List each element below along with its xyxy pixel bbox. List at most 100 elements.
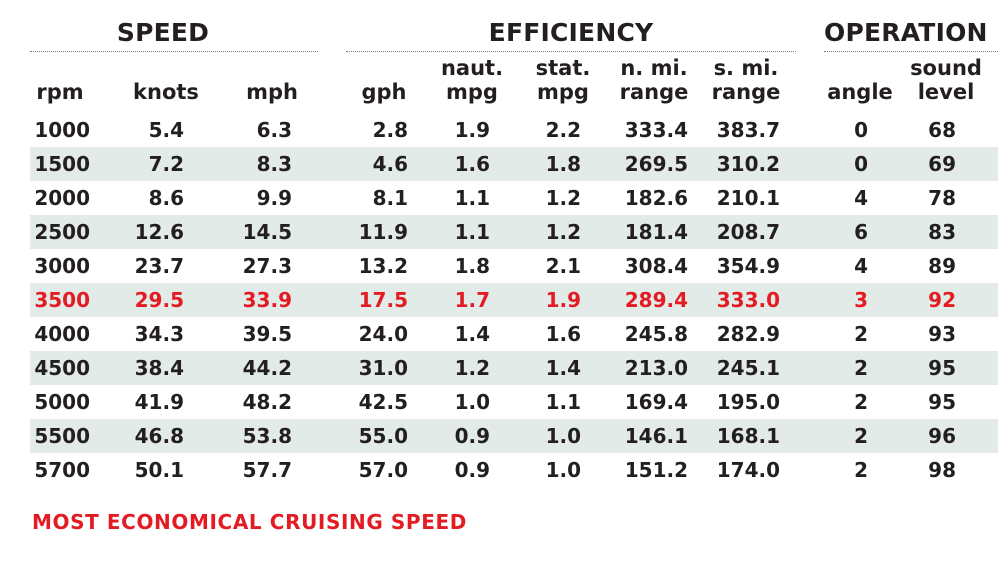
cell-mph: 53.8 [242,424,292,448]
cell-gph: 24.0 [358,322,408,346]
cell-rpm: 3500 [34,288,90,312]
cell-rpm: 2000 [34,186,90,210]
cell-gph: 42.5 [358,390,408,414]
cell-stat-mpg: 1.2 [545,186,581,210]
cell-knots: 29.5 [134,288,184,312]
cell-naut-mpg: 1.0 [454,390,490,414]
column-header-knots: knots [133,80,199,104]
cell-angle: 0 [854,118,868,142]
cell-mph: 6.3 [256,118,292,142]
table-row: 5500 46.8 53.8 55.0 0.9 1.0 146.1 168.1 2 96 [30,419,998,453]
column-header-gph: gph [361,80,407,104]
table-row: 1000 5.4 6.3 2.8 1.9 2.2 333.4 383.7 0 68 [30,113,998,147]
cell-mph: 57.7 [242,458,292,482]
cell-s-mi-range: 383.7 [716,118,780,142]
operation-divider [824,51,998,52]
table-row: 4000 34.3 39.5 24.0 1.4 1.6 245.8 282.9 2 93 [30,317,998,351]
cell-s-mi-range: 210.1 [716,186,780,210]
cell-angle: 0 [854,152,868,176]
cell-knots: 41.9 [134,390,184,414]
cell-sound-level: 83 [928,220,956,244]
cell-stat-mpg: 1.2 [545,220,581,244]
efficiency-divider [346,51,796,52]
cell-n-mi-range: 181.4 [624,220,688,244]
cell-mph: 44.2 [242,356,292,380]
cell-sound-level: 95 [928,356,956,380]
cell-rpm: 3000 [34,254,90,278]
cell-sound-level: 78 [928,186,956,210]
group-title-operation: OPERATION [824,18,988,47]
cell-angle: 6 [854,220,868,244]
cell-s-mi-range: 168.1 [716,424,780,448]
cell-rpm: 4000 [34,322,90,346]
cell-naut-mpg: 1.8 [454,254,490,278]
cell-n-mi-range: 289.4 [624,288,688,312]
cell-knots: 23.7 [134,254,184,278]
column-header-mph: mph [246,80,298,104]
cell-angle: 2 [854,424,868,448]
cell-rpm: 2500 [34,220,90,244]
column-header-sound-level: sound level [910,56,982,104]
cell-angle: 2 [854,390,868,414]
cell-angle: 4 [854,186,868,210]
cell-knots: 12.6 [134,220,184,244]
cell-s-mi-range: 208.7 [716,220,780,244]
cell-angle: 2 [854,356,868,380]
cell-rpm: 5500 [34,424,90,448]
cell-knots: 5.4 [148,118,184,142]
cell-rpm: 1000 [34,118,90,142]
cell-stat-mpg: 2.1 [545,254,581,278]
cell-sound-level: 89 [928,254,956,278]
table-row: 2500 12.6 14.5 11.9 1.1 1.2 181.4 208.7 6 83 [30,215,998,249]
group-title-efficiency: EFFICIENCY [488,18,654,47]
cell-s-mi-range: 282.9 [716,322,780,346]
column-header-naut-mpg: naut. mpg [440,56,504,104]
cell-stat-mpg: 1.8 [545,152,581,176]
cell-naut-mpg: 1.7 [454,288,490,312]
cell-gph: 4.6 [372,152,408,176]
cell-angle: 3 [854,288,868,312]
cell-stat-mpg: 1.9 [545,288,581,312]
cell-n-mi-range: 269.5 [624,152,688,176]
cell-n-mi-range: 333.4 [624,118,688,142]
cell-stat-mpg: 1.0 [545,458,581,482]
cell-stat-mpg: 1.4 [545,356,581,380]
cell-knots: 50.1 [134,458,184,482]
cell-stat-mpg: 1.0 [545,424,581,448]
cell-s-mi-range: 310.2 [716,152,780,176]
cell-naut-mpg: 1.4 [454,322,490,346]
cell-mph: 48.2 [242,390,292,414]
cell-angle: 2 [854,458,868,482]
cell-knots: 34.3 [134,322,184,346]
table-row: 5700 50.1 57.7 57.0 0.9 1.0 151.2 174.0 2 98 [30,453,998,487]
cell-knots: 7.2 [148,152,184,176]
table-row-highlighted: 3500 29.5 33.9 17.5 1.7 1.9 289.4 333.0 3 92 [30,283,998,317]
cell-naut-mpg: 1.9 [454,118,490,142]
cell-rpm: 5700 [34,458,90,482]
cell-n-mi-range: 245.8 [624,322,688,346]
cell-gph: 13.2 [358,254,408,278]
cell-sound-level: 69 [928,152,956,176]
cell-stat-mpg: 2.2 [545,118,581,142]
cell-stat-mpg: 1.1 [545,390,581,414]
column-header-rpm: rpm [36,80,84,104]
cell-gph: 17.5 [358,288,408,312]
cell-mph: 27.3 [242,254,292,278]
cell-n-mi-range: 308.4 [624,254,688,278]
cell-n-mi-range: 182.6 [624,186,688,210]
cell-angle: 4 [854,254,868,278]
cell-n-mi-range: 146.1 [624,424,688,448]
cell-gph: 2.8 [372,118,408,142]
table-row: 1500 7.2 8.3 4.6 1.6 1.8 269.5 310.2 0 69 [30,147,998,181]
cell-n-mi-range: 169.4 [624,390,688,414]
cell-sound-level: 98 [928,458,956,482]
cell-rpm: 5000 [34,390,90,414]
cell-mph: 9.9 [256,186,292,210]
cell-knots: 46.8 [134,424,184,448]
cell-s-mi-range: 333.0 [716,288,780,312]
cell-n-mi-range: 213.0 [624,356,688,380]
cell-gph: 57.0 [358,458,408,482]
cell-sound-level: 95 [928,390,956,414]
cell-s-mi-range: 195.0 [716,390,780,414]
cell-mph: 14.5 [242,220,292,244]
